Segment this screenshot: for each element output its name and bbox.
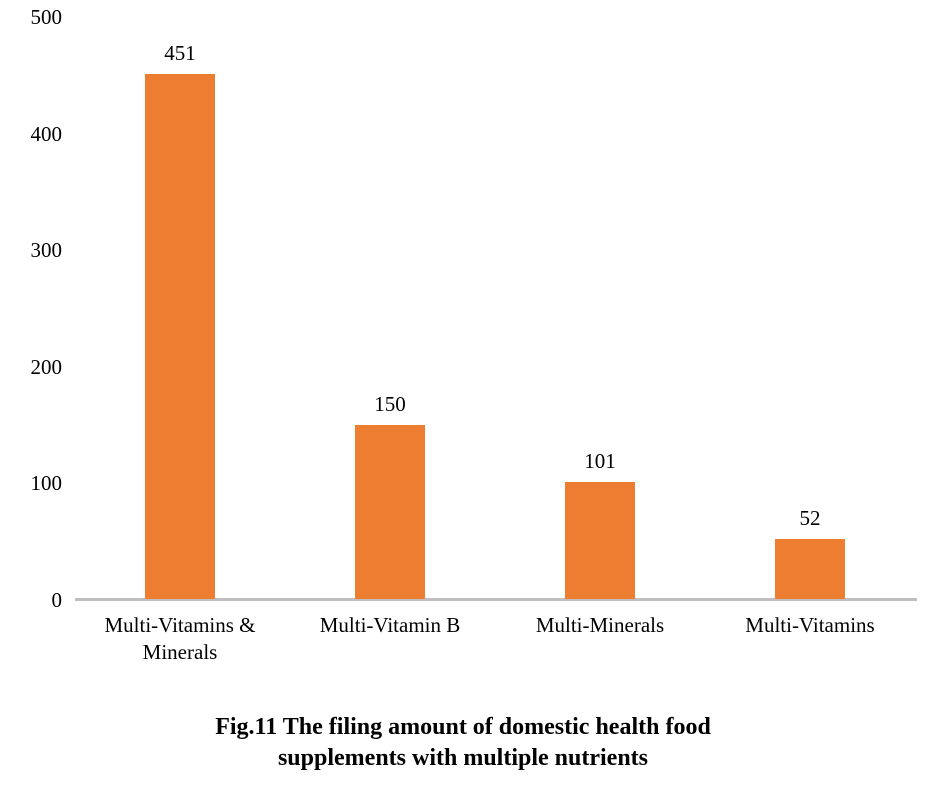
y-tick-label: 400 bbox=[30, 121, 63, 146]
chart-title-line-2: supplements with multiple nutrients bbox=[277, 745, 649, 771]
bar-value-label: 451 bbox=[164, 41, 196, 66]
bar-value-label: 101 bbox=[584, 449, 616, 474]
bar bbox=[355, 425, 425, 599]
y-tick-label: 500 bbox=[30, 5, 63, 29]
bar bbox=[145, 74, 215, 599]
y-tick-label: 200 bbox=[30, 354, 63, 379]
x-axis-line bbox=[75, 598, 917, 601]
chart-title-line-1: Fig.11 The filing amount of domestic hea… bbox=[215, 714, 711, 740]
y-tick-label: 0 bbox=[51, 588, 63, 612]
category-label: Multi-Vitamins bbox=[745, 613, 875, 637]
category-label: Multi-Minerals bbox=[535, 613, 665, 637]
bar-value-label: 150 bbox=[374, 392, 406, 417]
category-label: Multi-Vitamins & Minerals bbox=[104, 613, 256, 664]
bar-value-label: 52 bbox=[799, 506, 821, 531]
bar bbox=[565, 482, 635, 599]
y-tick-label: 100 bbox=[30, 471, 63, 496]
y-tick-label: 300 bbox=[30, 238, 63, 263]
chart-title: Fig.11 The filing amount of domestic hea… bbox=[0, 712, 926, 774]
plot-area: 0 100 200 300 400 500 451 Multi-Vitamins & Mine… bbox=[30, 5, 917, 664]
bar bbox=[775, 539, 845, 599]
category-label: Multi-Vitamin B bbox=[319, 613, 461, 637]
